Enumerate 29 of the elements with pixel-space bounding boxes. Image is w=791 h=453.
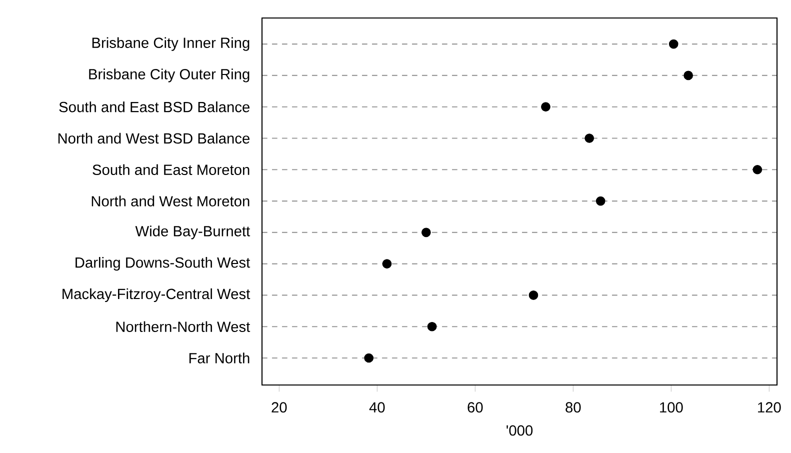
point: [541, 102, 550, 112]
x-tick-label: 120: [758, 402, 781, 413]
y-tick-label: Brisbane City Inner Ring: [92, 37, 250, 51]
point: [752, 164, 762, 174]
x-tick-label: 40: [369, 402, 385, 413]
x-axis-title: '000: [506, 425, 533, 436]
point: [668, 39, 678, 49]
point: [528, 290, 538, 300]
y-tick-label: North and West Moreton: [92, 196, 250, 206]
y-tick-label: Wide Bay-Burnett: [135, 226, 250, 240]
x-tick-label: 20: [272, 402, 287, 413]
y-tick-label: Brisbane City Outer Ring: [89, 68, 250, 82]
y-tick-label: Darling Downs-South West: [76, 256, 250, 271]
x-tick-label: 80: [566, 402, 581, 413]
point: [421, 228, 431, 238]
point: [684, 70, 693, 80]
y-tick-label: Mackay-Fitzroy-Central West: [62, 288, 250, 302]
x-tick-label: 60: [468, 402, 483, 413]
point: [364, 353, 374, 363]
y-tick-label: North and West BSD Balance: [58, 132, 250, 144]
point: [584, 134, 594, 143]
point: [382, 259, 392, 268]
x-tick-label: 100: [660, 402, 683, 413]
y-tick-label: South and East BSD Balance: [59, 101, 250, 112]
point: [596, 196, 606, 206]
y-tick-label: Far North: [189, 352, 250, 364]
y-tick-label: Northern-North West: [116, 321, 250, 332]
y-tick-label: South and East Moreton: [92, 164, 250, 176]
point: [427, 322, 437, 332]
